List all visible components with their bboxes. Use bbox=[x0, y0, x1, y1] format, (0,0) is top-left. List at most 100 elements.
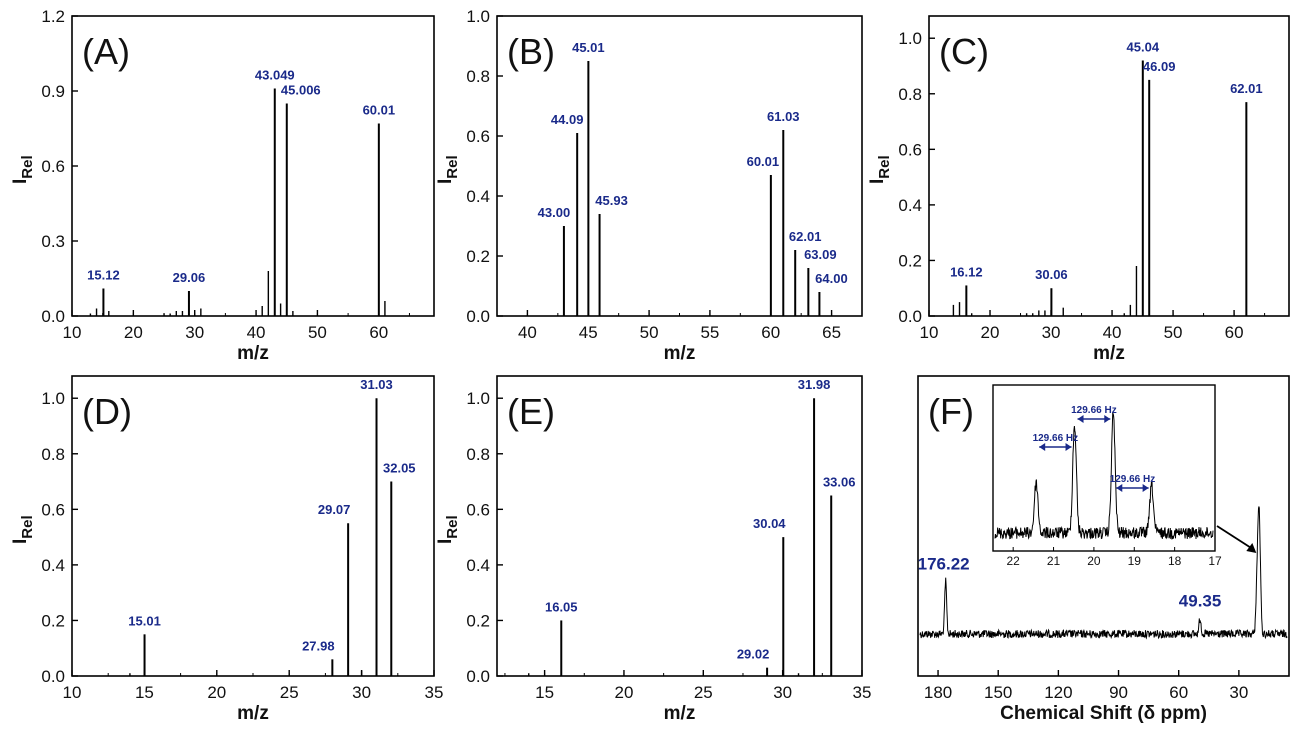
peak-label: 16.12 bbox=[950, 264, 983, 279]
peak-label: 62.01 bbox=[1230, 81, 1263, 96]
panel-label: (E) bbox=[507, 391, 555, 432]
y-axis-label-main: I bbox=[10, 179, 31, 184]
panel-label: (B) bbox=[507, 31, 555, 72]
x-tick-label: 15 bbox=[535, 683, 554, 702]
peak-label: 29.07 bbox=[318, 502, 351, 517]
peak-label: 31.03 bbox=[360, 377, 393, 392]
inset-tick-label: 17 bbox=[1208, 554, 1222, 568]
x-tick-label: 150 bbox=[984, 683, 1012, 702]
coupling-label: 129.66 Hz bbox=[1033, 433, 1079, 444]
y-axis-label: IRel bbox=[10, 515, 36, 544]
y-tick-label: 1.2 bbox=[41, 7, 65, 26]
x-tick-label: 120 bbox=[1044, 683, 1072, 702]
panel-label: (A) bbox=[82, 31, 130, 72]
y-tick-label: 0.6 bbox=[41, 500, 65, 519]
y-axis-label-sub: Rel bbox=[876, 155, 893, 178]
x-tick-label: 10 bbox=[63, 683, 82, 702]
x-tick-label: 30 bbox=[1042, 323, 1061, 342]
y-tick-label: 0.8 bbox=[466, 445, 490, 464]
inset-trace bbox=[994, 411, 1214, 540]
y-tick-label: 0.6 bbox=[466, 127, 490, 146]
x-tick-label: 60 bbox=[1169, 683, 1188, 702]
y-tick-label: 0.2 bbox=[41, 611, 65, 630]
x-tick-label: 35 bbox=[425, 683, 444, 702]
y-tick-label: 0.6 bbox=[466, 500, 490, 519]
y-tick-label: 1.0 bbox=[898, 29, 922, 48]
arrow-head bbox=[1039, 443, 1046, 451]
peak-label: 16.05 bbox=[545, 599, 578, 614]
peak-label: 46.09 bbox=[1143, 59, 1176, 74]
x-axis-label: Chemical Shift (δ ppm) bbox=[1000, 703, 1207, 724]
y-tick-label: 0.0 bbox=[466, 307, 490, 326]
y-axis-label: IRel bbox=[435, 155, 461, 184]
x-tick-label: 15 bbox=[135, 683, 154, 702]
peak-label: 62.01 bbox=[789, 229, 822, 244]
panel-label: (D) bbox=[82, 391, 132, 432]
pointer-arrow-head bbox=[1246, 543, 1257, 553]
y-axis-label-main: I bbox=[10, 539, 31, 544]
y-tick-label: 0.2 bbox=[466, 611, 490, 630]
x-tick-label: 40 bbox=[518, 323, 537, 342]
y-tick-label: 0.0 bbox=[41, 307, 65, 326]
x-tick-label: 50 bbox=[640, 323, 659, 342]
y-axis-label: IRel bbox=[867, 155, 893, 184]
peak-label: 45.04 bbox=[1127, 39, 1160, 54]
x-tick-label: 50 bbox=[308, 323, 327, 342]
x-tick-label: 65 bbox=[822, 323, 841, 342]
x-tick-label: 30 bbox=[352, 683, 371, 702]
x-tick-label: 20 bbox=[124, 323, 143, 342]
x-tick-label: 50 bbox=[1164, 323, 1183, 342]
x-axis-label: m/z bbox=[664, 343, 696, 364]
y-tick-label: 0.6 bbox=[898, 140, 922, 159]
y-axis-label-main: I bbox=[435, 179, 456, 184]
peak-label: 29.06 bbox=[173, 270, 206, 285]
x-tick-label: 10 bbox=[920, 323, 939, 342]
x-tick-label: 60 bbox=[369, 323, 388, 342]
peak-label: 29.02 bbox=[737, 647, 770, 662]
peak-label: 27.98 bbox=[302, 638, 335, 653]
panel-label: (F) bbox=[928, 391, 974, 432]
x-tick-label: 45 bbox=[579, 323, 598, 342]
y-axis-label-sub: Rel bbox=[19, 515, 36, 538]
x-tick-label: 35 bbox=[853, 683, 872, 702]
peak-label: 49.35 bbox=[1179, 592, 1222, 611]
plot-frame bbox=[917, 375, 1290, 677]
y-axis-label: IRel bbox=[10, 155, 36, 184]
peak-label: 43.00 bbox=[538, 205, 571, 220]
panel-label: (C) bbox=[939, 31, 989, 72]
panel-c: (C) 10 20 30 40 50 60 m/z 0.0 0.2 0.4 0.6 0.8 1.0 IRel… bbox=[867, 15, 1290, 364]
x-tick-label: 60 bbox=[761, 323, 780, 342]
arrow-head bbox=[1077, 415, 1084, 423]
peak-label: 45.93 bbox=[595, 193, 628, 208]
x-tick-label: 180 bbox=[924, 683, 952, 702]
y-tick-label: 0.0 bbox=[41, 667, 65, 686]
peak-label: 60.01 bbox=[747, 154, 780, 169]
x-tick-label: 25 bbox=[280, 683, 299, 702]
panel-a: (A) 10 20 30 40 50 60 m/z 0.0 0.3 0.6 0.9 1.2 IRel 15.… bbox=[10, 7, 435, 364]
inset-tick-label: 21 bbox=[1047, 554, 1061, 568]
x-axis-label: m/z bbox=[237, 343, 269, 364]
x-tick-label: 60 bbox=[1225, 323, 1244, 342]
peak-label: 64.00 bbox=[815, 271, 848, 286]
x-tick-label: 30 bbox=[1229, 683, 1248, 702]
nmr-trace bbox=[919, 506, 1288, 640]
plot-frame bbox=[928, 15, 1290, 317]
y-axis-label-sub: Rel bbox=[444, 515, 461, 538]
peak-label: 31.98 bbox=[798, 377, 831, 392]
peak-label: 45.006 bbox=[281, 83, 321, 98]
x-tick-label: 20 bbox=[207, 683, 226, 702]
peak-label: 30.06 bbox=[1035, 267, 1068, 282]
x-tick-label: 10 bbox=[63, 323, 82, 342]
peak-label: 44.09 bbox=[551, 112, 584, 127]
peak-label: 45.01 bbox=[572, 40, 605, 55]
y-tick-label: 0.2 bbox=[898, 251, 922, 270]
x-axis-label: m/z bbox=[237, 703, 269, 724]
inset: 22 21 20 19 18 17 129.66 Hz 129.66 Hz 129.66 Hz bbox=[992, 384, 1222, 568]
y-tick-label: 0.4 bbox=[41, 556, 65, 575]
x-axis-label: m/z bbox=[1093, 343, 1125, 364]
x-tick-label: 40 bbox=[247, 323, 266, 342]
x-tick-label: 25 bbox=[694, 683, 713, 702]
x-tick-label: 20 bbox=[981, 323, 1000, 342]
